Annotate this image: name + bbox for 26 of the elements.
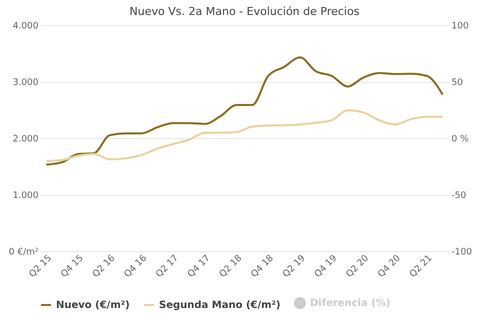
y-tick-label: 4.000	[12, 22, 39, 32]
x-tick-label: Q4 16	[122, 253, 150, 280]
line-series	[45, 56, 444, 166]
legend-label: Nuevo (€/m²)	[56, 300, 130, 311]
x-tick-label: Q2 17	[154, 254, 181, 280]
x-tick-label: Q4 17	[186, 254, 212, 280]
x-tick-label: Q2 20	[344, 253, 372, 280]
x-tick-label: Q4 20	[376, 253, 403, 280]
y-tick-label: 1.000	[12, 191, 39, 201]
legend-label: Segunda Mano (€/m²)	[159, 300, 280, 311]
y2-tick-label: -50	[452, 191, 466, 201]
y2-tick-label: 50	[452, 78, 464, 88]
line-series	[45, 109, 444, 162]
y-tick-label: 3.000	[12, 78, 39, 88]
x-tick-label: Q4 15	[59, 254, 86, 280]
y2-tick-label: 0 %	[452, 134, 470, 144]
y2-tick-label: 100	[452, 22, 469, 32]
x-tick-label: Q4 19	[313, 253, 340, 280]
y-tick-label: 2.000	[12, 134, 39, 144]
x-tick-label: Q2 16	[91, 253, 118, 280]
chart-title: Nuevo Vs. 2a Mano - Evolución de Precios	[130, 5, 360, 18]
x-tick-label: Q4 18	[250, 253, 276, 280]
x-tick-label: Q2 18	[218, 253, 244, 280]
y2-tick-label: -100	[452, 248, 472, 258]
x-tick-label: Q2 19	[281, 253, 308, 280]
x-tick-label: Q2 21	[408, 254, 434, 280]
